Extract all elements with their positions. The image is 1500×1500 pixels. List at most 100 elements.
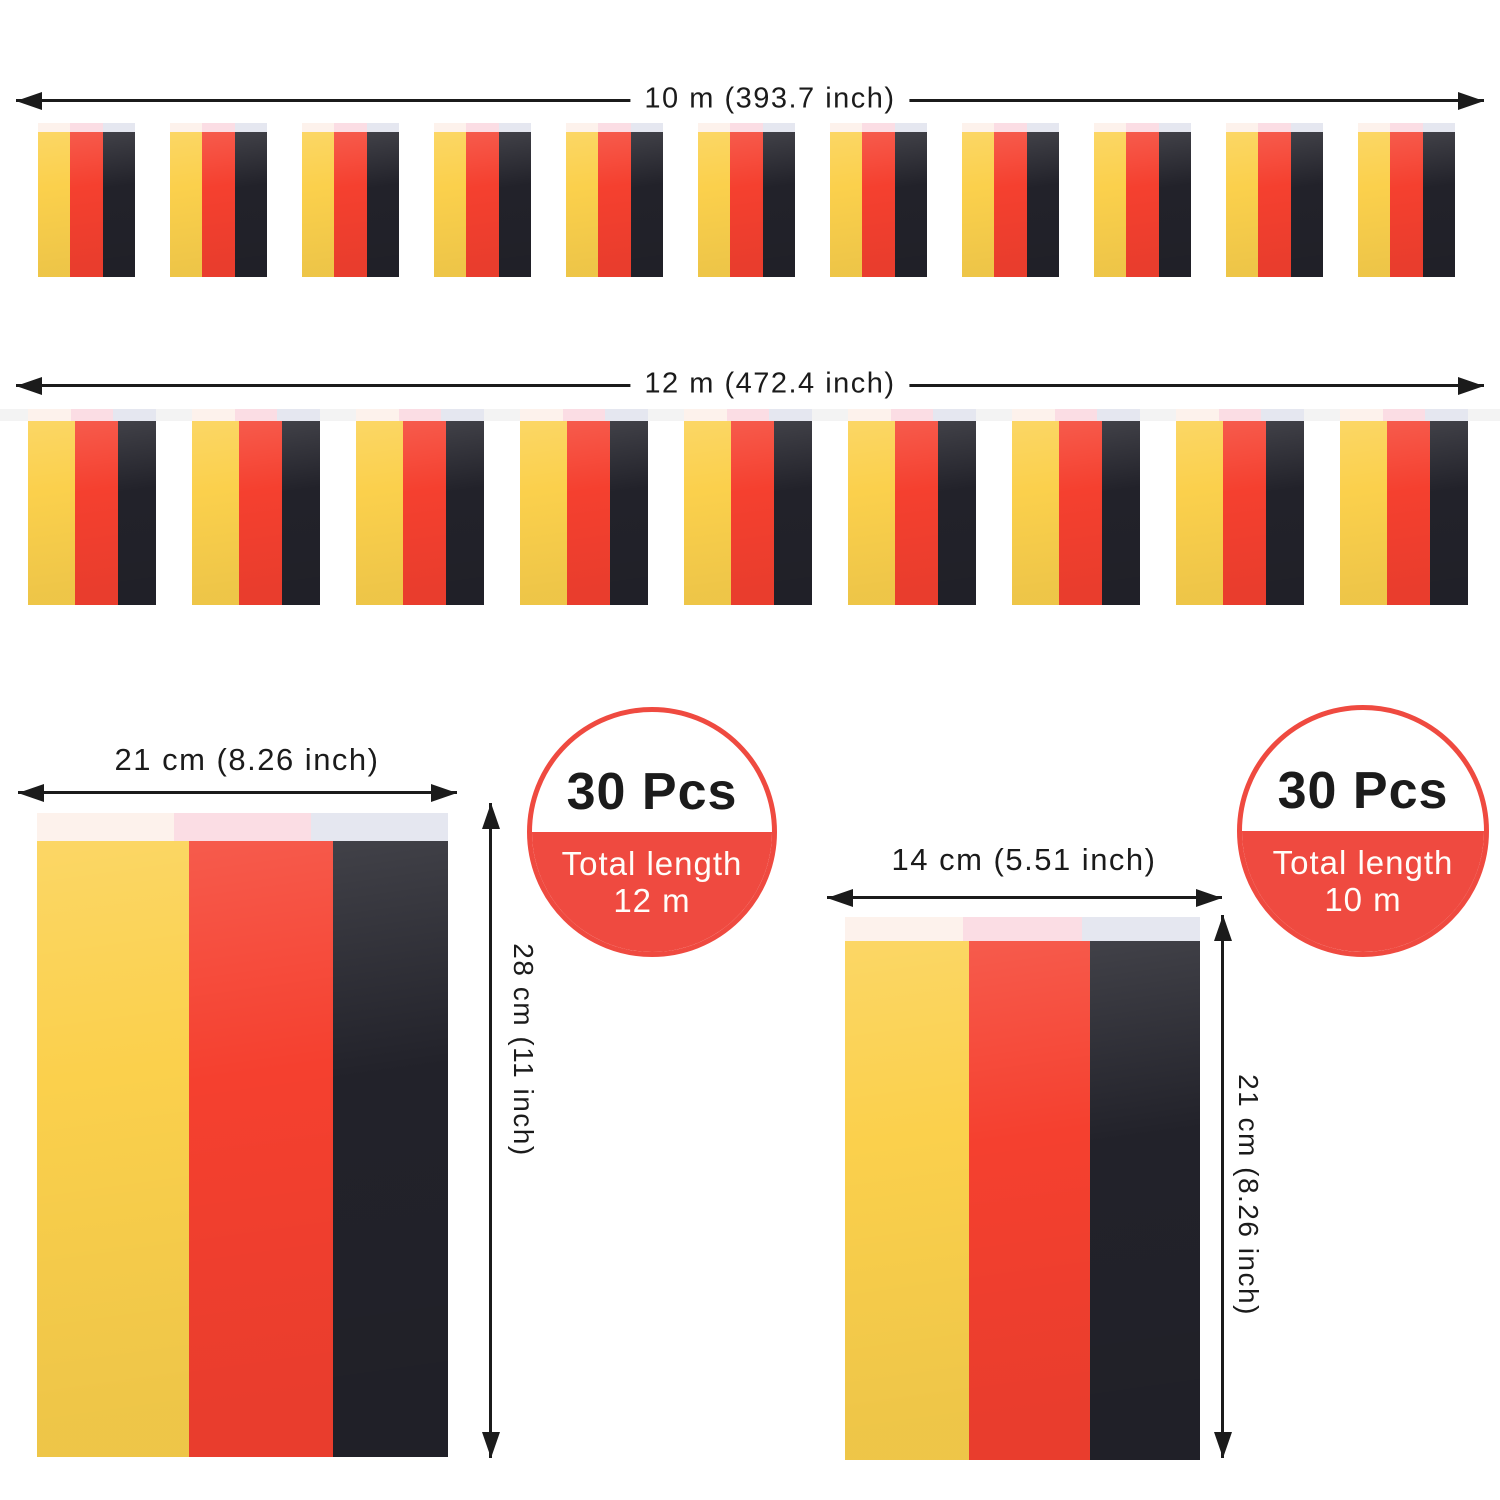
flag-height-arrow-28cm [489, 803, 492, 1458]
sleeve-segment [890, 409, 934, 421]
stripe-red [1387, 421, 1430, 605]
sleeve-segment [70, 409, 114, 421]
stripe-yellow [1176, 421, 1224, 605]
sleeve-segment [38, 123, 71, 132]
sleeve-segment [1176, 409, 1219, 421]
sleeve-segment [933, 409, 977, 421]
sleeve-segment [311, 813, 448, 841]
flag-large-germany [37, 813, 448, 1457]
stripe-red [403, 421, 446, 605]
pieces-count-text: 30 Pcs [566, 763, 738, 821]
sleeve-segment [113, 409, 157, 421]
sleeve-segment [698, 123, 731, 132]
sleeve-segment [1358, 123, 1391, 132]
flag-sleeve [1358, 123, 1455, 132]
sleeve-segment [434, 123, 467, 132]
sleeve-segment [498, 123, 531, 132]
bunting-flag-germany [684, 409, 813, 605]
flag-sleeve [845, 917, 1200, 941]
stripe-yellow [38, 132, 71, 277]
sleeve-segment [356, 409, 399, 421]
stripe-yellow [848, 421, 896, 605]
stripe-red [202, 132, 235, 277]
stripe-red [1126, 132, 1159, 277]
flag-body [845, 941, 1200, 1460]
stripe-black [773, 421, 812, 605]
flag-body [1358, 132, 1455, 277]
sleeve-segment [1097, 409, 1141, 421]
flag-body [434, 132, 531, 277]
flag-body [170, 132, 267, 277]
sleeve-segment [366, 123, 399, 132]
flag-sleeve [1226, 123, 1323, 132]
flag-height-label-28cm: 28 cm (11 inch) [508, 943, 539, 1157]
sleeve-segment [1258, 123, 1291, 132]
sleeve-segment [769, 409, 813, 421]
bunting-flag-germany [520, 409, 649, 605]
bunting-flag-germany [962, 123, 1059, 277]
sleeve-segment [37, 813, 174, 841]
stripe-red [730, 132, 763, 277]
flag-sleeve [566, 123, 663, 132]
stripe-yellow [684, 421, 732, 605]
sleeve-segment [70, 123, 103, 132]
total-length-text: Total length [1272, 844, 1454, 881]
flag-sleeve [356, 409, 485, 421]
sleeve-segment [441, 409, 485, 421]
flag-body [566, 132, 663, 277]
sleeve-segment [520, 409, 563, 421]
flag-sleeve [830, 123, 927, 132]
badge-bottom-half: Total length 12 m [532, 832, 772, 952]
stripe-black [630, 132, 663, 277]
sleeve-segment [726, 409, 770, 421]
flag-sleeve [37, 813, 448, 841]
sleeve-segment [1261, 409, 1305, 421]
flag-body [1176, 421, 1304, 605]
flag-sleeve [1094, 123, 1191, 132]
stripe-yellow [192, 421, 240, 605]
stripe-red [994, 132, 1027, 277]
stripe-black [281, 421, 320, 605]
pieces-count-text: 30 Pcs [1277, 762, 1449, 820]
stripe-red [731, 421, 774, 605]
sleeve-segment [170, 123, 203, 132]
stripe-black [332, 841, 448, 1457]
sleeve-segment [1226, 123, 1259, 132]
flag-width-label-14cm: 14 cm (5.51 inch) [891, 842, 1157, 877]
sleeve-segment [994, 123, 1027, 132]
flag-body [1094, 132, 1191, 277]
stripe-yellow [1340, 421, 1388, 605]
stripe-red [189, 841, 333, 1457]
total-length-label-10m: 10 m (393.7 inch) [630, 82, 910, 116]
sleeve-segment [1290, 123, 1323, 132]
sleeve-segment [28, 409, 71, 421]
bunting-flag-germany [1358, 123, 1455, 277]
stripe-red [895, 421, 938, 605]
flag-sleeve [1176, 409, 1305, 421]
flag-body [848, 421, 976, 605]
flag-sleeve [1012, 409, 1141, 421]
stripe-black [1422, 132, 1455, 277]
bunting-flag-germany [1176, 409, 1305, 605]
stripe-black [1158, 132, 1191, 277]
flag-body [962, 132, 1059, 277]
flag-height-label-21cm: 21 cm (8.26 inch) [1233, 1074, 1264, 1316]
flag-sleeve [434, 123, 531, 132]
sleeve-segment [962, 123, 995, 132]
sleeve-segment [566, 123, 599, 132]
sleeve-segment [234, 409, 278, 421]
bunting-flag-germany [698, 123, 795, 277]
stripe-black [498, 132, 531, 277]
flag-body [684, 421, 812, 605]
sleeve-segment [1422, 123, 1455, 132]
stripe-black [1290, 132, 1323, 277]
flag-body [1012, 421, 1140, 605]
sleeve-segment [302, 123, 335, 132]
flag-sleeve [302, 123, 399, 132]
sleeve-segment [630, 123, 663, 132]
badge-30pcs-12m: 30 Pcs Total length 12 m [527, 707, 777, 957]
flag-height-arrow-21cm [1221, 915, 1224, 1458]
bunting-flag-germany [434, 123, 531, 277]
stripe-yellow [1226, 132, 1259, 277]
sleeve-segment [1026, 123, 1059, 132]
